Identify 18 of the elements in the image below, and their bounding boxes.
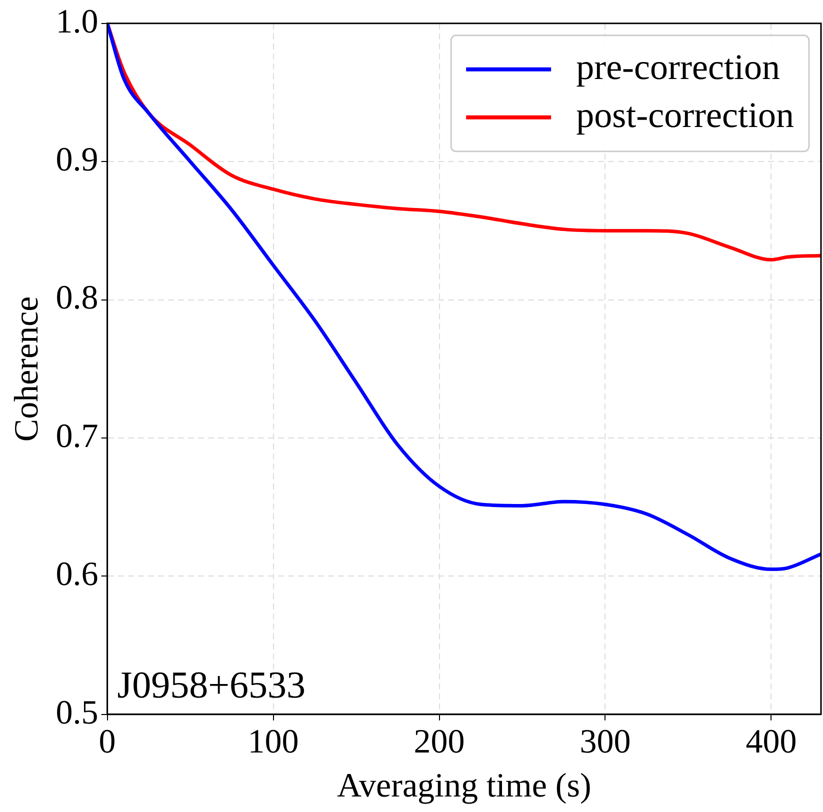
y-tick-label: 0.5 xyxy=(56,694,98,732)
legend-label: pre-correction xyxy=(576,46,780,87)
x-tick-label: 300 xyxy=(580,724,631,761)
x-tick-label: 200 xyxy=(414,724,465,761)
y-tick-label: 0.6 xyxy=(56,556,98,594)
annotation: J0958+6533 xyxy=(117,664,306,706)
y-axis-title: Coherence xyxy=(8,296,46,442)
y-tick-label: 0.9 xyxy=(56,142,98,179)
line-series xyxy=(107,23,821,262)
legend-label: post-correction xyxy=(576,94,794,135)
y-tick-label: 0.8 xyxy=(56,280,98,317)
x-tick-label: 0 xyxy=(98,724,116,761)
y-tick-label: 0.7 xyxy=(56,418,98,455)
line-series xyxy=(107,23,821,572)
y-tick-label: 1.0 xyxy=(56,3,98,40)
x-tick-label: 400 xyxy=(746,724,797,761)
x-tick-label: 100 xyxy=(248,724,299,761)
x-axis-title: Averaging time (s) xyxy=(337,768,592,805)
